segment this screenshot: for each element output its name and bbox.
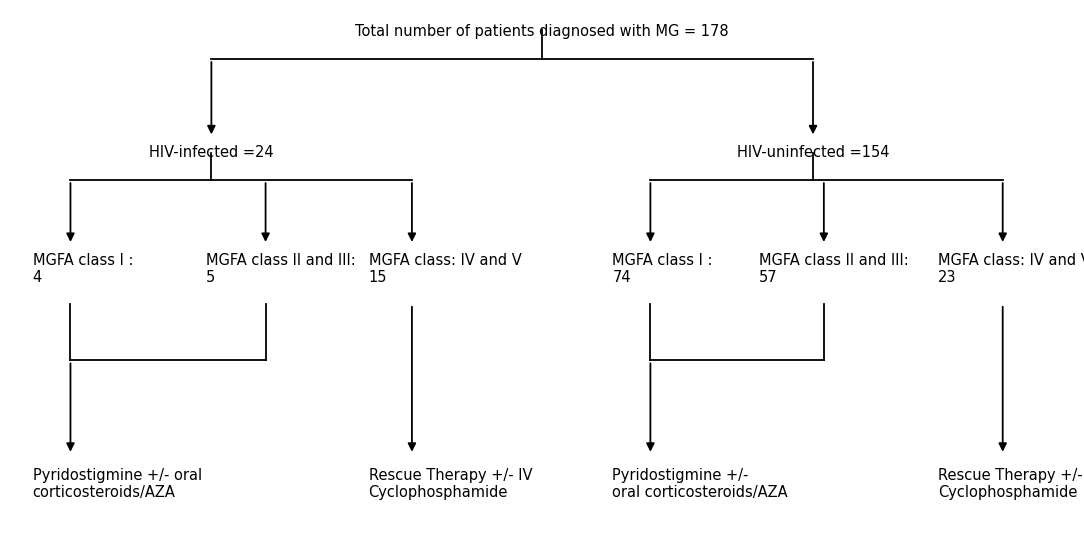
Text: MGFA class I :
74: MGFA class I : 74: [612, 253, 713, 285]
Text: Rescue Therapy +/- IV
Cyclophosphamide: Rescue Therapy +/- IV Cyclophosphamide: [369, 468, 532, 500]
Text: Total number of patients diagnosed with MG = 178: Total number of patients diagnosed with …: [356, 24, 728, 39]
Text: MGFA class I :
4: MGFA class I : 4: [33, 253, 133, 285]
Text: HIV-uninfected =154: HIV-uninfected =154: [737, 145, 889, 160]
Text: HIV-infected =24: HIV-infected =24: [150, 145, 273, 160]
Text: MGFA class II and III:
5: MGFA class II and III: 5: [206, 253, 356, 285]
Text: Pyridostigmine +/- oral
corticosteroids/AZA: Pyridostigmine +/- oral corticosteroids/…: [33, 468, 202, 500]
Text: MGFA class II and III:
57: MGFA class II and III: 57: [759, 253, 908, 285]
Text: MGFA class: IV and V
15: MGFA class: IV and V 15: [369, 253, 521, 285]
Text: Pyridostigmine +/-
oral corticosteroids/AZA: Pyridostigmine +/- oral corticosteroids/…: [612, 468, 788, 500]
Text: Rescue Therapy +/- IV
Cyclophosphamide: Rescue Therapy +/- IV Cyclophosphamide: [938, 468, 1084, 500]
Text: MGFA class: IV and V
23: MGFA class: IV and V 23: [938, 253, 1084, 285]
